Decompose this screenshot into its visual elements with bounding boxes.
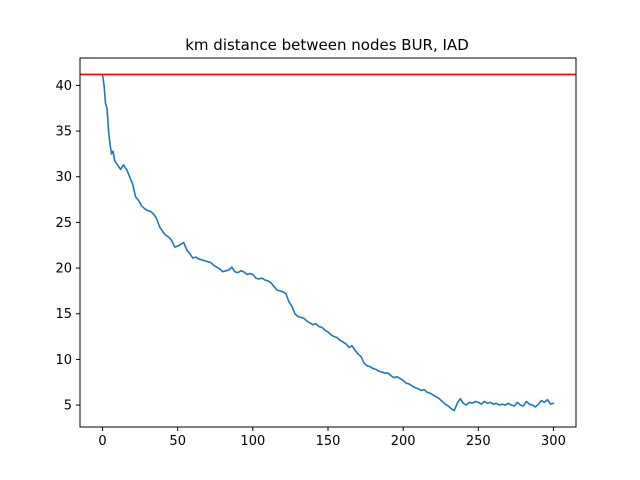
- y-tick-label: 5: [64, 399, 72, 414]
- x-tick-label: 150: [316, 434, 341, 449]
- chart-title: km distance between nodes BUR, IAD: [185, 36, 469, 54]
- y-tick-label: 20: [55, 262, 72, 277]
- x-tick-label: 100: [240, 434, 265, 449]
- x-tick-label: 50: [169, 434, 186, 449]
- plot-area: [80, 73, 576, 412]
- x-tick-label: 300: [541, 434, 566, 449]
- y-tick-label: 40: [55, 79, 72, 94]
- y-axis: 5 10 15 20 25 30 35 40: [55, 79, 80, 414]
- x-tick-label: 250: [466, 434, 491, 449]
- y-tick-label: 15: [55, 307, 72, 322]
- y-tick-label: 25: [55, 216, 72, 231]
- x-axis: 0 50 100 150 200 250 300: [98, 427, 566, 449]
- y-tick-label: 30: [55, 170, 72, 185]
- series-line-0: [101, 73, 555, 412]
- x-tick-label: 0: [98, 434, 106, 449]
- y-tick-label: 10: [55, 353, 72, 368]
- x-tick-label: 200: [391, 434, 416, 449]
- y-tick-label: 35: [55, 125, 72, 140]
